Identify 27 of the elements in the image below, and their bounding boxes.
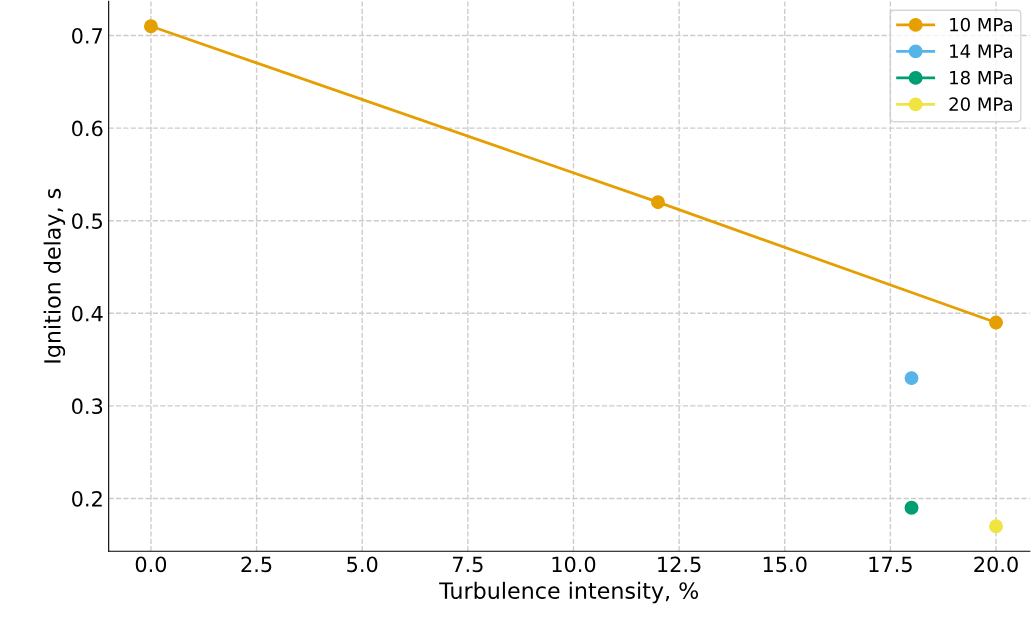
y-tick-label: 0.4 bbox=[72, 305, 103, 322]
x-tick-label: 5.0 bbox=[347, 556, 378, 573]
x-axis-title: Turbulence intensity, % bbox=[439, 581, 699, 604]
point bbox=[989, 519, 1003, 534]
x-tick-label: 17.5 bbox=[869, 556, 912, 573]
y-tick-label: 0.6 bbox=[72, 120, 103, 137]
point bbox=[143, 19, 158, 34]
point bbox=[989, 315, 1003, 330]
point bbox=[904, 371, 919, 386]
x-tick-label: 7.5 bbox=[452, 556, 483, 573]
point bbox=[651, 195, 665, 210]
x-tick-label: 2.5 bbox=[241, 556, 272, 573]
y-tick-label: 0.3 bbox=[72, 398, 103, 415]
x-tick-label: 20.0 bbox=[974, 556, 1018, 573]
legend-label: 10 MPa bbox=[950, 17, 1012, 32]
legend-label: 20 MPa bbox=[949, 97, 1012, 111]
x-tick-label: 15.0 bbox=[763, 556, 807, 573]
point bbox=[904, 500, 919, 515]
legend-label: 14 MPa bbox=[950, 44, 1012, 58]
x-tick-label: 0.0 bbox=[135, 556, 167, 573]
y-tick-label: 0.7 bbox=[72, 27, 103, 44]
x-tick-label: 10.0 bbox=[552, 556, 596, 573]
legend-label: 18 MPa bbox=[950, 70, 1012, 85]
y-tick-label: 0.5 bbox=[72, 213, 102, 229]
x-tick-label: 12.5 bbox=[658, 556, 701, 573]
y-axis-title: Ignition delay, s bbox=[43, 188, 66, 363]
y-tick-label: 0.2 bbox=[72, 490, 102, 507]
